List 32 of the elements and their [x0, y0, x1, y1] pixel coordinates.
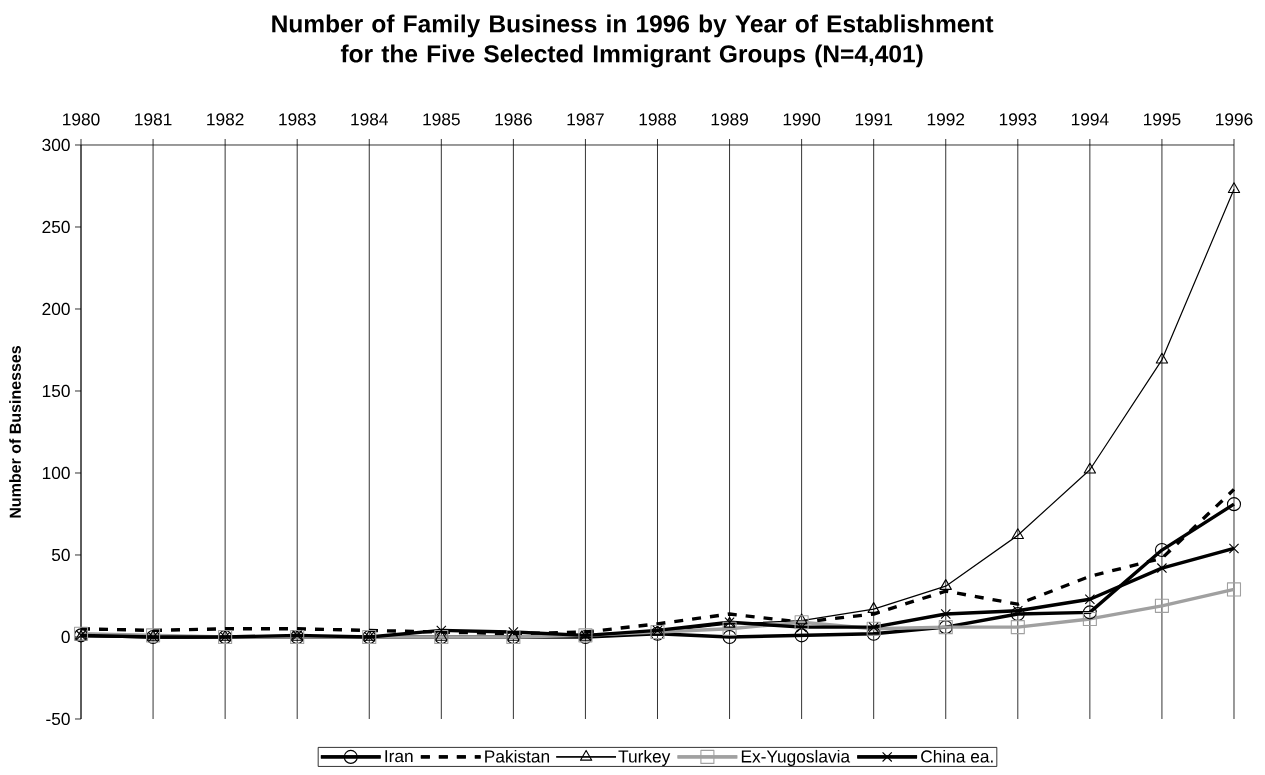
- x-tick-label: 1987: [567, 113, 604, 126]
- y-tick-label: 100: [42, 466, 70, 480]
- x-tick-label: 1981: [135, 113, 172, 126]
- x-tick-label: 1983: [279, 113, 316, 126]
- x-tick-label: 1996: [1216, 113, 1253, 126]
- x-tick-label: 1985: [423, 113, 460, 126]
- y-tick-label: 50: [51, 548, 70, 562]
- y-tick-label: 0: [61, 630, 70, 644]
- x-tick-label: 1993: [999, 113, 1037, 126]
- legend-label: Ex-Yugoslavia: [741, 749, 851, 767]
- legend-label: Pakistan: [485, 749, 550, 763]
- legend-label: China ea.: [921, 749, 993, 763]
- legend-label: Turkey: [618, 749, 671, 767]
- x-tick-label: 1995: [1144, 113, 1181, 126]
- y-tick-label: 300: [42, 138, 70, 152]
- x-tick-label: 1989: [711, 113, 748, 126]
- x-tick-label: 1984: [351, 113, 388, 126]
- chart-title: Number of Family Business in 1996 by Year of Establishment for the Five Selected Immigrant Groups (N=4,401): [272, 14, 994, 68]
- x-tick-label: 1980: [63, 113, 100, 126]
- y-tick-label: 250: [42, 220, 70, 234]
- x-tick-label: 1986: [495, 113, 532, 126]
- x-tick-label: 1994: [1071, 113, 1109, 126]
- x-tick-label: 1991: [855, 113, 893, 126]
- y-tick-label: 150: [42, 384, 70, 398]
- legend-label: Iran: [385, 750, 413, 763]
- y-axis-title: Number of Businesses: [9, 345, 21, 518]
- x-tick-label: 1990: [783, 113, 821, 126]
- y-tick-label: -50: [46, 712, 70, 726]
- x-tick-label: 1988: [639, 113, 676, 126]
- y-tick-label: 200: [42, 302, 70, 316]
- x-tick-label: 1992: [927, 113, 965, 126]
- x-tick-label: 1982: [207, 113, 244, 126]
